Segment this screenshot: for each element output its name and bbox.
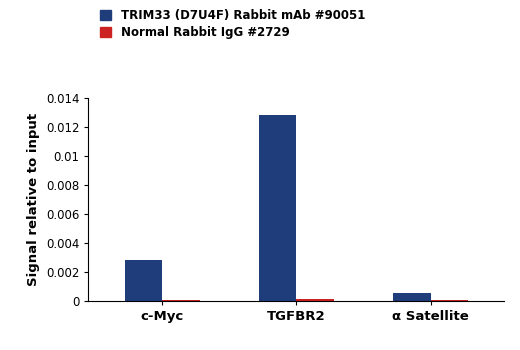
- Bar: [125, 260, 162, 301]
- Legend: TRIM33 (D7U4F) Rabbit mAb #90051, Normal Rabbit IgG #2729: TRIM33 (D7U4F) Rabbit mAb #90051, Normal…: [99, 9, 365, 39]
- Bar: [431, 300, 468, 301]
- Y-axis label: Signal relative to input: Signal relative to input: [28, 113, 41, 286]
- Bar: [162, 300, 200, 301]
- Bar: [296, 299, 334, 301]
- Bar: [393, 293, 431, 301]
- Bar: [259, 115, 296, 301]
